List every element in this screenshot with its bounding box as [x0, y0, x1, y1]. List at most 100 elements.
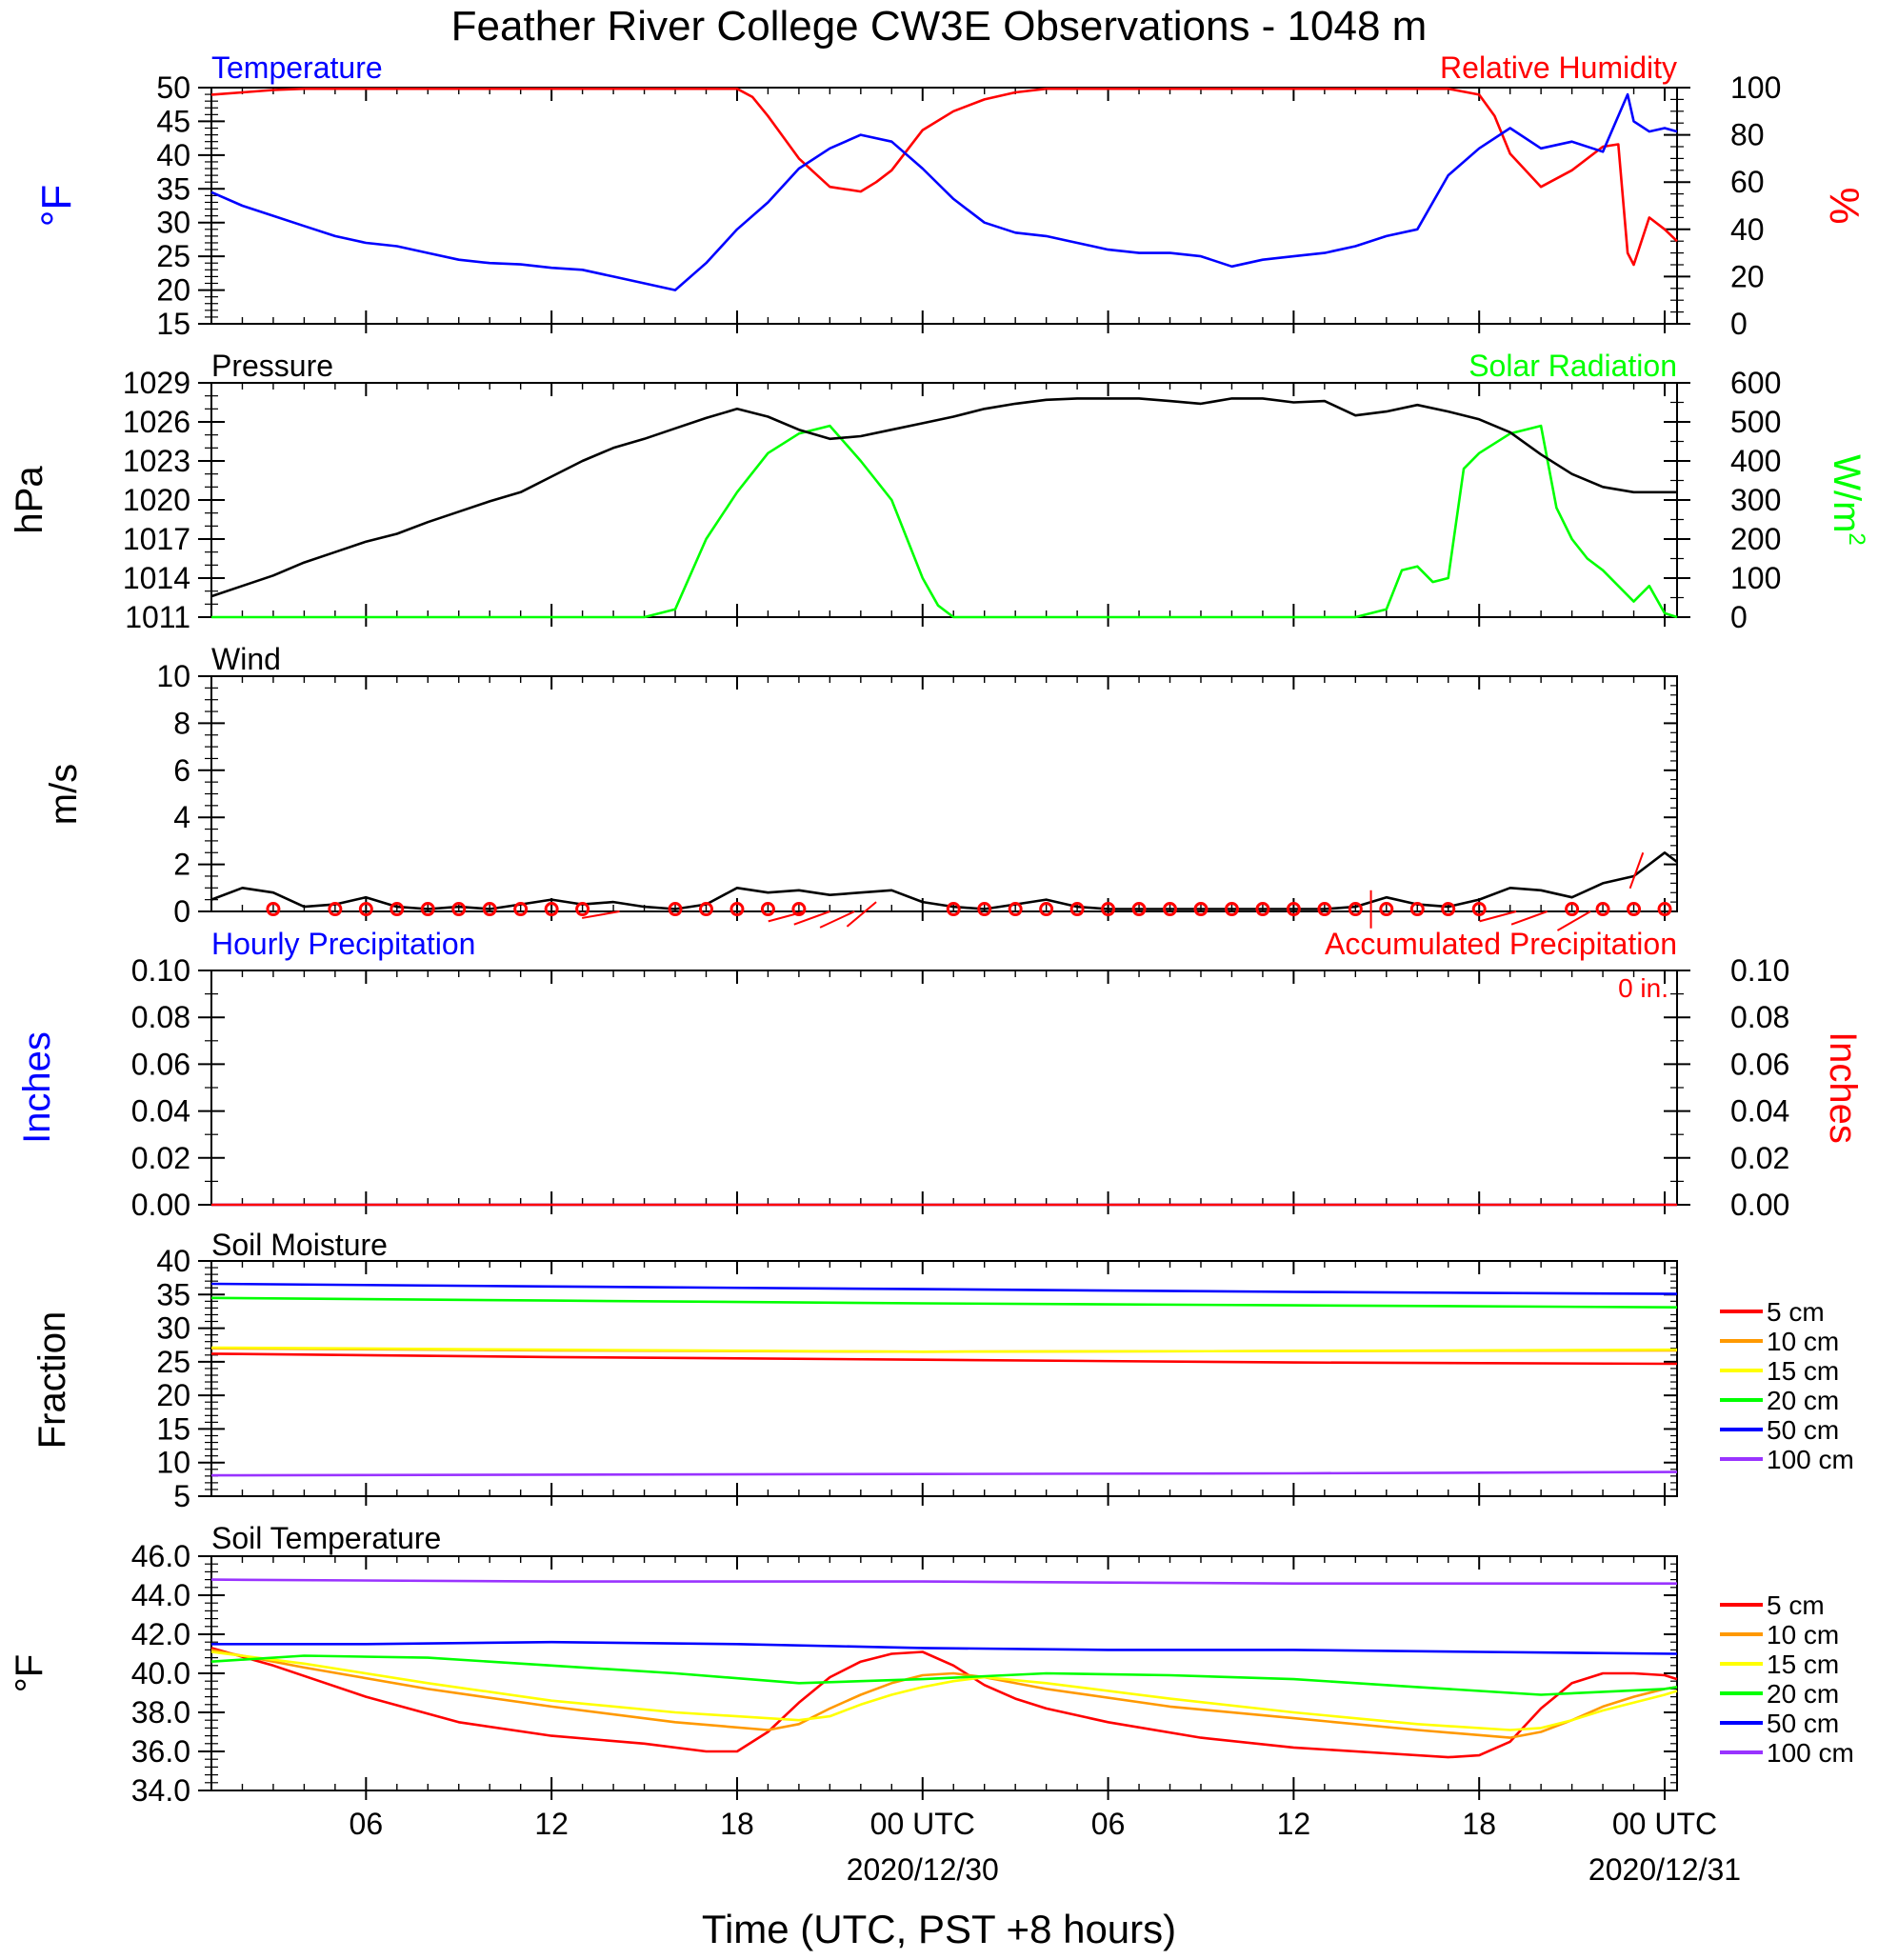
y-tick-label: 0.08: [1730, 1000, 1789, 1034]
legend-entry: 100 cm: [1767, 1445, 1854, 1474]
y-axis-title-pressure: hPa: [9, 466, 50, 534]
calm-wind-circle: [1163, 902, 1178, 917]
y-axis-title-solar: W/m2: [1826, 454, 1869, 546]
calm-wind-circle: [1286, 902, 1301, 917]
legend-entry: 20 cm: [1767, 1679, 1839, 1709]
series-line-15-cm: [210, 1650, 1678, 1731]
calm-wind-circle: [1595, 902, 1610, 917]
panel-wind: 0 2 4 6 8 10 Wind m/s: [43, 642, 1678, 931]
y-axis-title-soil-temperature: °F: [9, 1654, 50, 1692]
y-tick-label: 46.0: [131, 1539, 190, 1573]
panel-title-wind: Wind: [211, 642, 281, 676]
x-tick-label: 06: [1091, 1807, 1126, 1841]
y-tick-label: 15: [156, 1411, 190, 1446]
panel-frame: [210, 1260, 1678, 1497]
wind-barb: [768, 910, 806, 923]
calm-wind-circle: [1131, 902, 1147, 917]
y-axis-title-wind: m/s: [43, 764, 85, 825]
panel-frame: [210, 970, 1678, 1206]
calm-wind-circle: [1008, 902, 1023, 917]
series-line-50-cm: [210, 1282, 1678, 1295]
y-tick-label: 0: [173, 894, 190, 929]
calm-wind-circle: [451, 902, 467, 917]
calm-wind-circle: [266, 902, 281, 917]
y-tick-label: 1026: [123, 405, 190, 439]
calm-wind-circle: [1409, 902, 1425, 917]
legend-entry: 50 cm: [1767, 1709, 1839, 1738]
y-axis-title-soil-moisture: Fraction: [31, 1311, 73, 1450]
calm-wind-circle: [791, 902, 807, 917]
panel-precipitation: 0.00 0.02 0.04 0.06 0.08 0.10 0.00 0.02 0.04 0.06…: [16, 927, 1864, 1222]
x-tick-date-label: 2020/12/30: [847, 1852, 999, 1887]
y-tick-label: 15: [156, 307, 190, 341]
x-tick-label: 00 UTC: [1612, 1807, 1717, 1841]
series-line-100-cm: [210, 1578, 1677, 1585]
calm-wind-circle: [482, 902, 497, 917]
y-tick-label: 34.0: [131, 1773, 190, 1808]
y-tick-label: 0.02: [1730, 1141, 1789, 1175]
legend-entry: 5 cm: [1767, 1297, 1825, 1327]
y-tick-label: 400: [1730, 444, 1781, 478]
series-line-50-cm: [211, 1640, 1678, 1655]
panel-frame: [210, 675, 1678, 912]
series-line-15-cm: [210, 1346, 1678, 1353]
calm-wind-circle: [668, 902, 683, 917]
calm-wind-circle: [328, 902, 343, 917]
series-line-temperature: [210, 92, 1678, 291]
calm-wind-circle: [1348, 902, 1363, 917]
y-tick-label: 6: [173, 753, 190, 788]
y-tick-label: 200: [1730, 522, 1781, 556]
y-tick-label: 35: [156, 1277, 190, 1311]
y-tick-label: 0.10: [1730, 953, 1789, 988]
y-tick-label: 0.06: [131, 1047, 190, 1081]
y-tick-label: 25: [156, 239, 190, 273]
panel-soil-temperature: 34.0 36.0 38.0 40.0 42.0 44.0 46.0 Soil Tempera…: [9, 1521, 1854, 1808]
calm-wind-circle: [513, 902, 529, 917]
wind-barb: [1479, 910, 1517, 923]
y-axis-title-precip-right: Inches: [1822, 1031, 1864, 1144]
calm-wind-circle: [1317, 902, 1332, 917]
x-axis-title: Time (UTC, PST +8 hours): [702, 1907, 1176, 1951]
y-tick-label: 8: [173, 706, 190, 740]
calm-wind-circle: [760, 902, 775, 917]
panel-title-soil-temperature: Soil Temperature: [211, 1521, 441, 1555]
legend-entry: 15 cm: [1767, 1356, 1839, 1386]
y-axis-title-solar-sup: 2: [1844, 532, 1869, 545]
x-tick-label: 00 UTC: [870, 1807, 975, 1841]
x-tick-label: 12: [534, 1807, 569, 1841]
wind-barb: [1556, 910, 1591, 931]
y-tick-label: 60: [1730, 165, 1765, 199]
y-tick-label: 500: [1730, 405, 1781, 439]
series-line-relative-humidity: [210, 87, 1678, 267]
calm-wind-circle: [1069, 902, 1085, 917]
legend-entry: 10 cm: [1767, 1327, 1839, 1356]
wind-barb: [819, 910, 855, 929]
calm-wind-circle: [1039, 902, 1054, 917]
calm-wind-circle: [358, 902, 373, 917]
y-tick-label: 1020: [123, 483, 190, 517]
series-line-pressure: [210, 397, 1677, 598]
x-tick-label: 06: [350, 1807, 384, 1841]
y-tick-label: 5: [173, 1479, 190, 1513]
y-tick-label: 2: [173, 848, 190, 882]
y-tick-label: 10: [156, 1446, 190, 1480]
panel-title-solar: Solar Radiation: [1468, 349, 1677, 383]
figure-title: Feather River College CW3E Observations …: [451, 3, 1428, 50]
legend-entry: 50 cm: [1767, 1415, 1839, 1445]
x-tick-label: 12: [1277, 1807, 1311, 1841]
y-tick-label: 40.0: [131, 1656, 190, 1690]
x-tick-label: 18: [720, 1807, 754, 1841]
series-line-20-cm: [210, 1296, 1678, 1309]
series-line-5-cm: [210, 1352, 1678, 1366]
x-axis-labels: 06 12 18 00 UTC 2020/12/30 06 12 18 00 UTC 2020/1…: [350, 1807, 1742, 1887]
y-tick-label: 0: [1730, 600, 1748, 634]
panel-title-temperature: Temperature: [211, 50, 383, 85]
calm-wind-circle: [1379, 902, 1394, 917]
panel-pressure-solar: 1011 1014 1017 1020 1023 1026 1029 0 100 200 300 40…: [9, 349, 1869, 634]
y-tick-label: 0.10: [131, 953, 190, 988]
y-tick-label: 30: [156, 206, 190, 240]
y-tick-label: 44.0: [131, 1578, 190, 1612]
y-tick-label: 4: [173, 800, 190, 834]
